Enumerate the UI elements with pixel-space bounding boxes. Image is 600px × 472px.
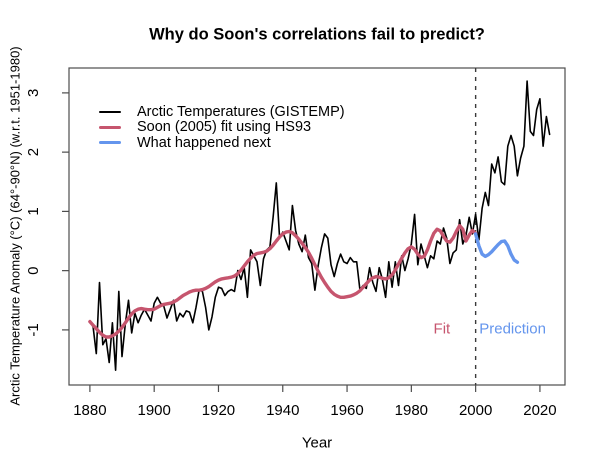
y-tick-label: 0 [25, 266, 42, 274]
x-tick-label: 1940 [266, 402, 299, 419]
x-tick-label: 1920 [202, 402, 235, 419]
y-tick-label: 1 [25, 207, 42, 215]
legend-entry-what-happened: What happened next [99, 135, 345, 151]
legend-entry-soon-fit: Soon (2005) fit using HS93 [99, 119, 345, 136]
legend-entry-gistemp: Arctic Temperatures (GISTEMP) [99, 104, 345, 120]
y-tick-label: 3 [25, 89, 42, 97]
x-tick-label: 1900 [137, 402, 170, 419]
x-tick-label: 1960 [330, 402, 363, 419]
soon-fit-line-swatch [99, 125, 121, 129]
prediction-line [473, 232, 520, 264]
x-tick-label: 1880 [73, 402, 106, 419]
fit-annotation: Fit [433, 320, 451, 338]
x-tick-label: 2000 [459, 402, 492, 419]
legend-label-what-happened: What happened next [137, 134, 271, 151]
soon-fit-line [88, 223, 478, 339]
chart-title: Why do Soon's correlations fail to predi… [149, 25, 485, 44]
prediction-annotation: Prediction [479, 320, 546, 338]
legend-label-soon-fit: Soon (2005) fit using HS93 [137, 119, 312, 136]
what-happened-line-swatch [99, 141, 121, 145]
y-tick-label: 2 [25, 148, 42, 156]
legend: Arctic Temperatures (GISTEMP) Soon (2005… [99, 104, 345, 151]
x-axis-title: Year [301, 434, 333, 452]
x-tick-label: 1980 [395, 402, 428, 419]
legend-label-gistemp: Arctic Temperatures (GISTEMP) [137, 103, 345, 120]
plot-border [68, 67, 566, 386]
gistemp-line-swatch [99, 110, 121, 113]
y-tick-label: -1 [25, 323, 42, 336]
x-tick-label: 2020 [523, 402, 556, 419]
